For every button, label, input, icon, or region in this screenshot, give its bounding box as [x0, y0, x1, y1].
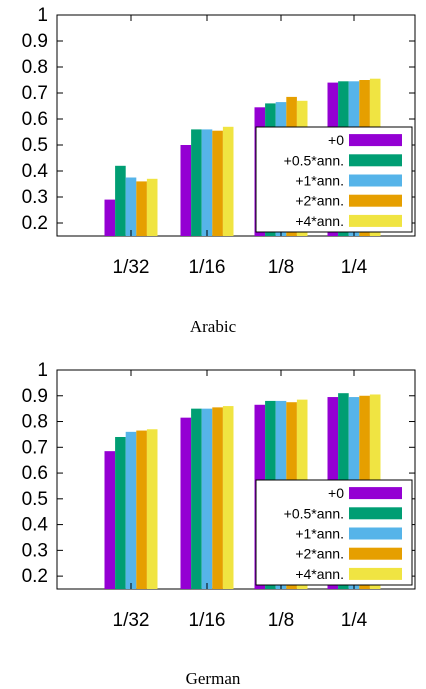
legend-label: +1*ann. — [295, 526, 344, 542]
bar — [201, 408, 213, 589]
legend-label: +2*ann. — [295, 546, 344, 562]
bar — [136, 430, 147, 589]
y-tick-label: 0.2 — [22, 566, 48, 587]
x-tick-label: 1/8 — [268, 610, 294, 631]
x-tick-label: 1/4 — [341, 257, 368, 278]
x-tick-label: 1/4 — [341, 610, 368, 631]
chart-0: 0.2 0.3 0.4 0.5 0.6 0.7 0.8 0.9 1 1/32 1/16 1/8 1/4 +… — [22, 5, 416, 336]
x-tick-label: 1/32 — [113, 257, 150, 278]
legend-label: +2*ann. — [295, 193, 344, 209]
y-tick-label: 0.4 — [22, 161, 49, 182]
legend-swatch — [349, 134, 402, 147]
chart-caption: Arabic — [190, 317, 237, 336]
y-tick-label: 0.6 — [22, 463, 48, 484]
x-tick-label: 1/16 — [189, 257, 226, 278]
legend-swatch — [349, 487, 402, 500]
y-tick-label: 1 — [37, 360, 48, 381]
y-tick-label: 0.3 — [22, 187, 48, 208]
legend-label: +0 — [328, 132, 344, 148]
bar — [115, 165, 126, 236]
bar — [125, 431, 137, 589]
y-tick-label: 0.3 — [22, 540, 48, 561]
legend-swatch — [349, 174, 402, 187]
y-tick-label: 0.8 — [22, 57, 48, 78]
legend-swatch — [349, 194, 402, 207]
y-tick-label: 0.9 — [22, 31, 48, 52]
legend-swatch — [349, 154, 402, 167]
legend-label: +1*ann. — [295, 173, 344, 189]
bar — [146, 429, 158, 589]
y-tick-label: 0.4 — [22, 515, 49, 536]
bar — [180, 417, 192, 589]
x-tick-label: 1/16 — [189, 610, 226, 631]
chart-1: 0.2 0.3 0.4 0.5 0.6 0.7 0.8 0.9 1 1/32 1/16 1/8 1/4 +… — [22, 360, 416, 688]
chart-caption: German — [186, 669, 241, 688]
bar — [180, 145, 192, 236]
y-tick-label: 0.6 — [22, 109, 48, 130]
y-tick-label: 0.7 — [22, 83, 48, 104]
legend-swatch — [349, 567, 402, 580]
y-tick-label: 0.7 — [22, 437, 48, 458]
bar — [212, 130, 223, 236]
legend-label: +0.5*ann. — [284, 152, 344, 168]
y-tick-label: 0.9 — [22, 386, 48, 407]
bar — [191, 408, 202, 589]
y-tick-label: 0.8 — [22, 412, 48, 433]
legend-label: +4*ann. — [295, 213, 344, 229]
legend-label: +0 — [328, 485, 344, 501]
legend-label: +0.5*ann. — [284, 505, 344, 521]
bar — [222, 126, 234, 236]
bar — [104, 451, 116, 589]
bar — [104, 199, 116, 236]
legend-swatch — [349, 214, 402, 227]
legend-swatch — [349, 507, 402, 520]
bar — [125, 177, 137, 236]
bar — [191, 129, 202, 236]
bar — [222, 406, 234, 589]
x-tick-label: 1/32 — [113, 610, 150, 631]
y-tick-label: 1 — [37, 5, 48, 26]
legend-swatch — [349, 527, 402, 540]
y-tick-label: 0.5 — [22, 489, 48, 510]
bar — [115, 436, 126, 589]
x-tick-label: 1/8 — [268, 257, 294, 278]
y-tick-label: 0.2 — [22, 213, 48, 234]
bar — [146, 178, 158, 236]
bar — [136, 181, 147, 236]
plot-frame — [56, 369, 416, 590]
legend-swatch — [349, 547, 402, 560]
bar — [212, 407, 223, 589]
legend-label: +4*ann. — [295, 566, 344, 582]
bar — [201, 129, 213, 236]
y-tick-label: 0.5 — [22, 135, 48, 156]
plot-frame — [56, 14, 416, 237]
